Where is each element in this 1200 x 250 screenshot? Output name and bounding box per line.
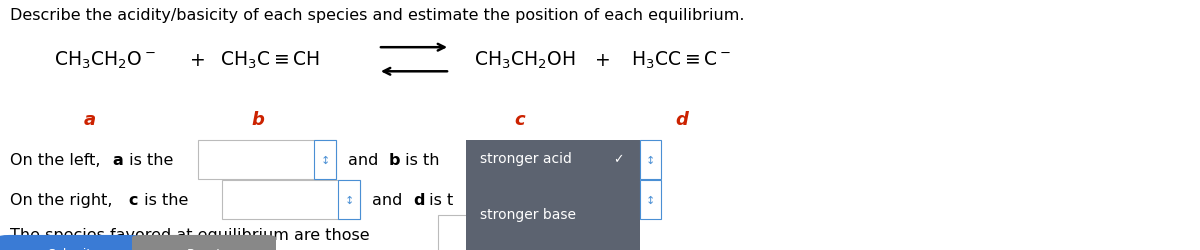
FancyBboxPatch shape <box>314 140 336 179</box>
Text: stronger acid: stronger acid <box>480 152 572 166</box>
FancyBboxPatch shape <box>198 140 336 179</box>
Text: a: a <box>113 152 124 168</box>
Text: b: b <box>389 152 401 168</box>
Text: On the right,: On the right, <box>10 192 118 208</box>
Text: +: + <box>595 50 611 70</box>
FancyBboxPatch shape <box>554 216 576 250</box>
Text: ✓: ✓ <box>613 152 624 165</box>
FancyBboxPatch shape <box>480 180 618 220</box>
FancyBboxPatch shape <box>640 180 661 220</box>
FancyBboxPatch shape <box>222 180 360 220</box>
Text: Reset: Reset <box>186 247 222 250</box>
FancyBboxPatch shape <box>338 180 360 220</box>
Text: stronger base: stronger base <box>480 207 576 221</box>
Text: c: c <box>128 192 138 208</box>
Text: is the: is the <box>124 152 173 168</box>
Text: ↕: ↕ <box>646 195 655 205</box>
Text: ↕: ↕ <box>560 230 570 240</box>
Text: On the left,: On the left, <box>10 152 106 168</box>
FancyBboxPatch shape <box>438 216 576 250</box>
Text: d: d <box>676 111 688 129</box>
Text: a: a <box>84 111 96 129</box>
Text: ↕: ↕ <box>344 195 354 205</box>
Text: ↕: ↕ <box>602 195 612 205</box>
Text: is t: is t <box>424 192 452 208</box>
Text: The species favored at equilibrium are those: The species favored at equilibrium are t… <box>10 228 370 242</box>
FancyBboxPatch shape <box>132 235 276 250</box>
FancyBboxPatch shape <box>0 235 142 250</box>
Text: CH$_3$C$\equiv$CH: CH$_3$C$\equiv$CH <box>220 50 319 70</box>
Text: d: d <box>413 192 425 208</box>
Text: H$_3$CC$\equiv$C$^-$: H$_3$CC$\equiv$C$^-$ <box>631 50 731 70</box>
Text: b: b <box>252 111 264 129</box>
Text: is th: is th <box>400 152 439 168</box>
Text: and: and <box>372 192 408 208</box>
Text: +: + <box>190 50 205 70</box>
FancyBboxPatch shape <box>466 140 640 250</box>
Text: ↕: ↕ <box>320 155 330 165</box>
Text: Submit: Submit <box>48 247 91 250</box>
Text: c: c <box>515 111 524 129</box>
Text: ↕: ↕ <box>646 155 655 165</box>
Text: and: and <box>348 152 384 168</box>
FancyBboxPatch shape <box>640 140 661 179</box>
Text: Describe the acidity/basicity of each species and estimate the position of each : Describe the acidity/basicity of each sp… <box>10 8 744 22</box>
Text: CH$_3$CH$_2$OH: CH$_3$CH$_2$OH <box>474 50 576 70</box>
Text: is the: is the <box>139 192 188 208</box>
FancyBboxPatch shape <box>596 180 618 220</box>
Text: .: . <box>647 152 652 168</box>
Text: CH$_3$CH$_2$O$^-$: CH$_3$CH$_2$O$^-$ <box>54 50 156 70</box>
